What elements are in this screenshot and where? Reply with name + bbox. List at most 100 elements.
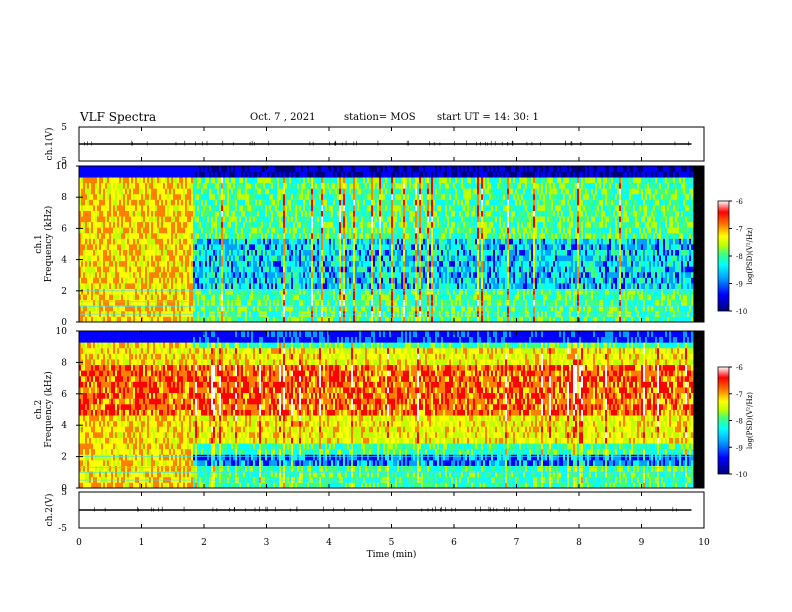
spectrogram-cell: [241, 277, 244, 284]
spectrogram-cell: [169, 255, 172, 262]
spectrogram-cell: [301, 199, 304, 206]
spectrogram-cell: [303, 216, 306, 223]
spectrogram-cell: [387, 271, 390, 278]
spectrogram-cell: [291, 166, 294, 172]
spectrogram-cell: [301, 216, 304, 223]
spectrogram-cell: [405, 238, 408, 245]
spectrogram-cell: [335, 171, 338, 178]
spectrogram-cell: [267, 193, 270, 200]
spectrogram-cell: [149, 244, 152, 250]
spectrogram-cell: [409, 227, 412, 234]
spectrogram-cell: [397, 193, 400, 200]
spectrogram-cell: [159, 277, 162, 284]
spectrogram-cell: [419, 171, 422, 178]
spectrogram-cell: [211, 299, 214, 306]
spectrogram-cell: [119, 277, 122, 284]
spectrogram-cell: [147, 205, 150, 211]
spectrogram-cell: [329, 255, 332, 262]
spectrogram-cell: [353, 283, 356, 289]
spectrogram-cell: [99, 221, 102, 228]
spectrogram-cell: [121, 266, 124, 273]
spectrogram-cell: [133, 232, 136, 239]
spectrogram-cell: [327, 171, 330, 178]
spectrogram-cell: [369, 177, 372, 184]
spectrogram-cell: [321, 305, 324, 312]
spectrogram-cell: [371, 188, 374, 195]
spectrogram-cell: [275, 305, 278, 312]
spectrogram-cell: [127, 238, 130, 245]
spectrogram-cell: [155, 299, 158, 306]
spectrogram-cell: [341, 294, 344, 301]
spectrogram-cell: [79, 255, 82, 262]
spectrogram-cell: [237, 188, 240, 195]
spectrogram-cell: [311, 188, 314, 195]
spectrogram-cell: [161, 288, 164, 295]
spectrogram-cell: [337, 171, 340, 178]
spectrogram-cell: [275, 283, 278, 289]
spectrogram-cell: [249, 266, 252, 273]
spectrogram-cell: [149, 283, 152, 289]
spectrogram-cell: [255, 182, 258, 189]
spectrogram-cell: [137, 182, 140, 189]
spectrogram-cell: [235, 305, 238, 312]
spectrogram-cell: [199, 216, 202, 223]
spectrogram-cell: [343, 283, 346, 289]
spectrogram-cell: [275, 210, 278, 217]
spectrogram-cell: [231, 244, 234, 250]
spectrogram-cell: [255, 266, 258, 273]
spectrogram-cell: [371, 299, 374, 306]
spectrogram-cell: [167, 193, 170, 200]
spectrogram-cell: [299, 271, 302, 278]
spectrogram-cell: [243, 277, 246, 284]
spectrogram-cell: [415, 232, 418, 239]
spectrogram-cell: [347, 171, 350, 178]
spectrogram-cell: [243, 244, 246, 250]
spectrogram-cell: [279, 277, 282, 284]
spectrogram-cell: [325, 193, 328, 200]
spectrogram-cell: [177, 188, 180, 195]
spectrogram-cell: [409, 182, 412, 189]
spectrogram-cell: [253, 244, 256, 250]
spectrogram-cell: [293, 283, 296, 289]
spectrogram-cell: [363, 188, 366, 195]
spectrogram-cell: [419, 283, 422, 289]
spectrogram-cell: [405, 171, 408, 178]
spectrogram-cell: [413, 182, 416, 189]
spectrogram-cell: [303, 232, 306, 239]
spectrogram-cell: [211, 249, 214, 256]
spectrogram-cell: [233, 294, 236, 301]
spectrogram-cell: [317, 171, 320, 178]
spectrogram-cell: [295, 221, 298, 228]
spectrogram-cell: [185, 210, 188, 217]
spectrogram-cell: [215, 266, 218, 273]
spectrogram-cell: [291, 288, 294, 295]
spectrogram-cell: [321, 182, 324, 189]
spectrogram-cell: [369, 221, 372, 228]
spectrogram-cell: [299, 232, 302, 239]
spectrogram-cell: [255, 288, 258, 295]
spectrogram-cell: [297, 249, 300, 256]
spectrogram-cell: [217, 238, 220, 245]
spectrogram-cell: [165, 305, 168, 312]
spectrogram-cell: [197, 166, 200, 172]
spectrogram-cell: [289, 266, 292, 273]
spectrogram-cell: [397, 255, 400, 262]
spectrogram-cell: [323, 171, 326, 178]
spectrogram-cell: [287, 260, 290, 267]
spectrogram-cell: [97, 232, 100, 239]
spectrogram-cell: [219, 260, 222, 267]
spectrogram-cell: [247, 294, 250, 301]
spectrogram-cell: [85, 294, 88, 301]
header-station: station= MOS: [344, 112, 416, 123]
spectrogram-cell: [251, 238, 254, 245]
spectrogram-cell: [423, 255, 426, 262]
spectrogram-cell: [167, 299, 170, 306]
spectrogram-cell: [419, 249, 422, 256]
spectrogram-cell: [91, 249, 94, 256]
spectrogram-cell: [263, 216, 266, 223]
spectrogram-cell: [409, 193, 412, 200]
spectrogram-cell: [423, 316, 426, 323]
spectrogram-cell: [199, 271, 202, 278]
y-axis-label: ch.2(V): [44, 494, 55, 527]
spectrogram-cell: [111, 166, 114, 172]
